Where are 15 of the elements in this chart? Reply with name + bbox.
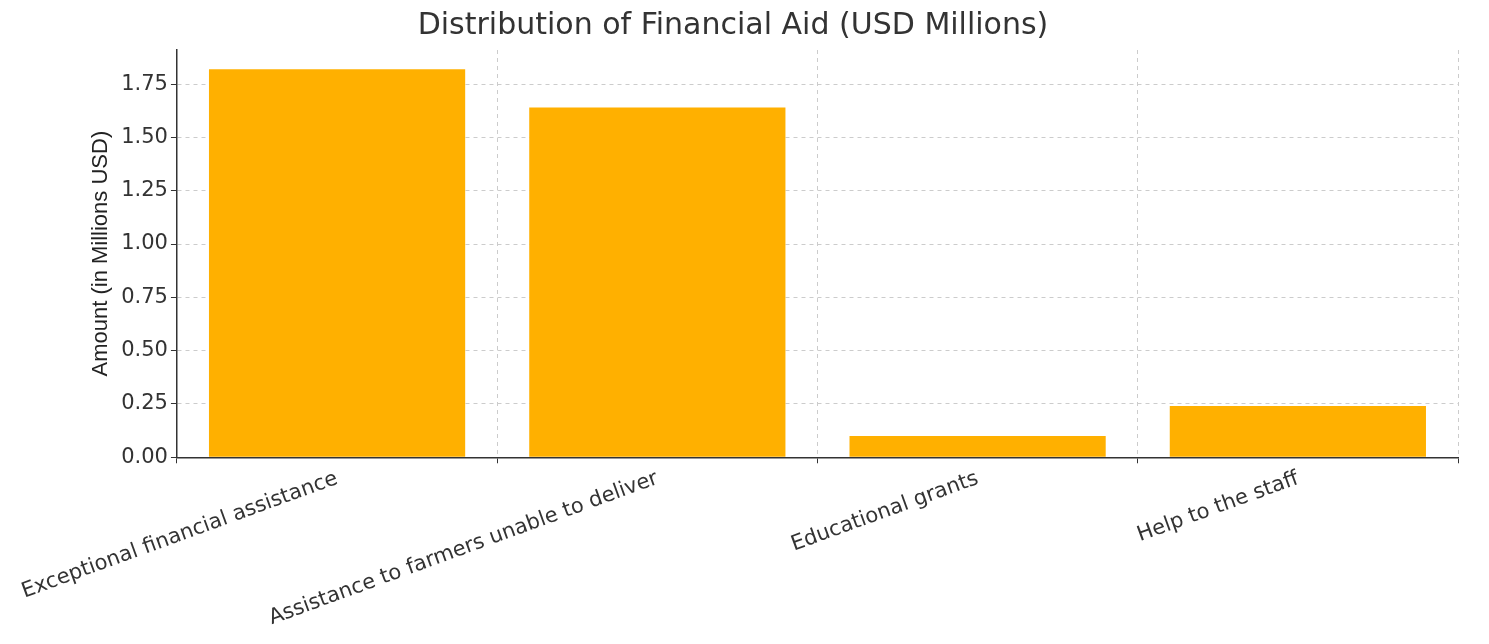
bar <box>529 107 786 457</box>
y-tick-label: 0.00 <box>121 443 168 468</box>
y-tick-label: 0.75 <box>121 283 168 308</box>
y-tick-label: 0.50 <box>121 337 168 362</box>
bar <box>1169 406 1426 457</box>
x-tick-label: Help to the staff <box>1133 465 1302 547</box>
y-axis-title: Amount (in Millions USD) <box>87 130 113 377</box>
y-tick-label: 1.25 <box>121 177 168 202</box>
bar <box>208 69 466 457</box>
bar <box>849 435 1106 457</box>
y-tick-label: 1.75 <box>121 70 168 95</box>
y-tick-label: 0.25 <box>121 390 168 415</box>
y-tick-label: 1.50 <box>121 123 168 148</box>
y-tick-label: 1.00 <box>121 230 168 255</box>
chart-title: Distribution of Financial Aid (USD Millions) <box>417 5 1049 41</box>
